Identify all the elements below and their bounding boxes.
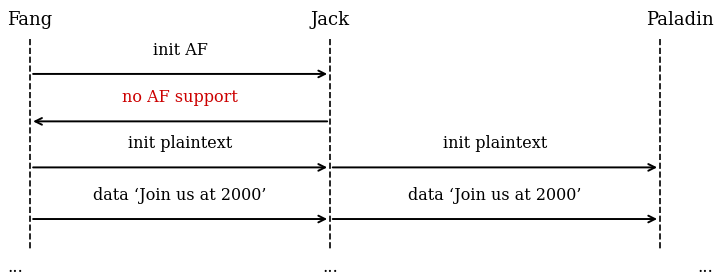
Text: no AF support: no AF support: [122, 89, 238, 106]
Text: init AF: init AF: [152, 42, 208, 59]
Text: Paladin: Paladin: [645, 11, 713, 28]
Text: Fang: Fang: [7, 11, 53, 28]
Text: data ‘Join us at 2000’: data ‘Join us at 2000’: [408, 187, 582, 204]
Text: Jack: Jack: [310, 11, 349, 28]
Text: ...: ...: [322, 259, 338, 276]
Text: ...: ...: [697, 259, 713, 276]
Text: data ‘Join us at 2000’: data ‘Join us at 2000’: [93, 187, 267, 204]
Text: ...: ...: [7, 259, 23, 276]
Text: init plaintext: init plaintext: [443, 135, 547, 152]
Text: init plaintext: init plaintext: [128, 135, 232, 152]
